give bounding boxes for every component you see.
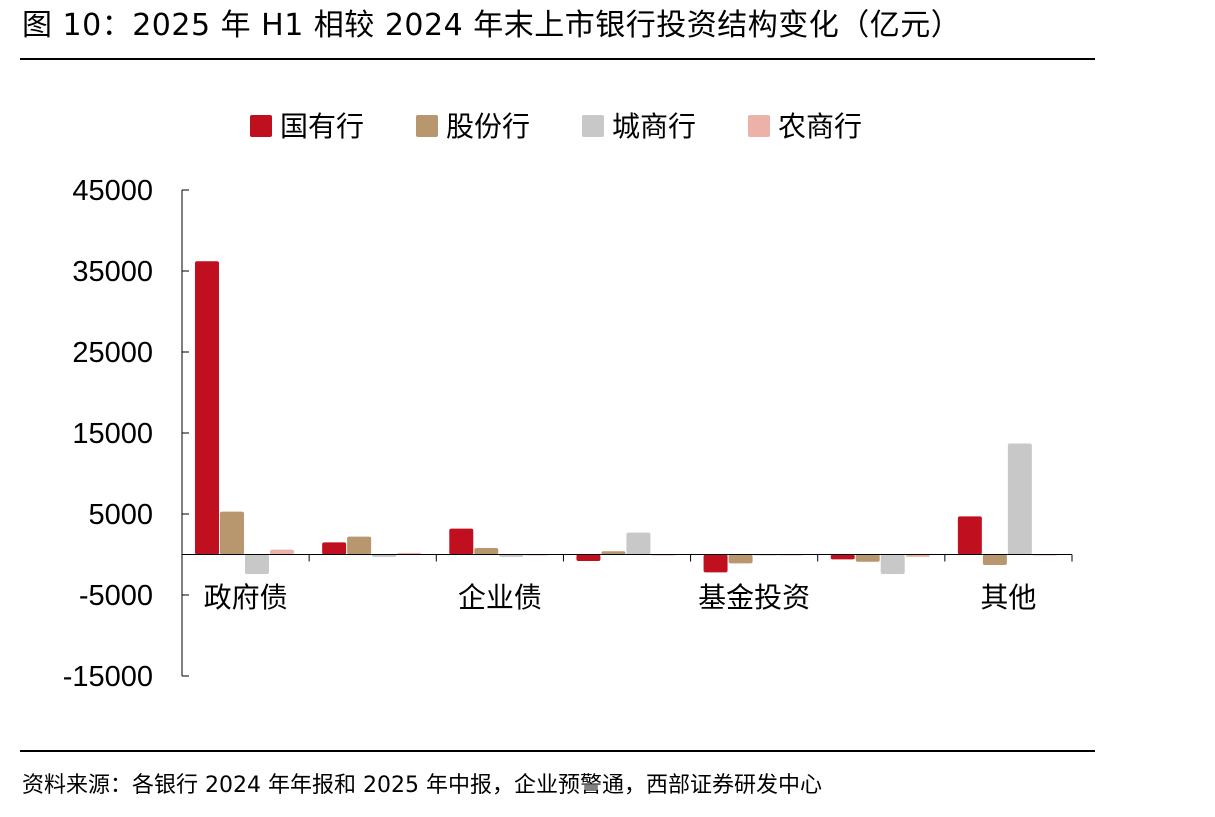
legend-label: 股份行 [446, 110, 530, 143]
y-tick-label: -15000 [63, 661, 153, 693]
y-tick-label: -5000 [79, 580, 153, 612]
x-category-label: 基金投资 [698, 581, 810, 614]
y-tick-label: 15000 [72, 418, 153, 450]
y-tick-label: 25000 [72, 337, 153, 369]
bar [957, 516, 982, 555]
y-tick-label: 45000 [72, 175, 153, 207]
legend-swatch [582, 115, 604, 137]
source-divider [20, 750, 1095, 752]
bar [474, 548, 499, 555]
x-category-label: 企业债 [458, 581, 542, 614]
legend-label: 城商行 [612, 110, 696, 143]
x-category-label: 政府债 [204, 581, 288, 614]
axes: 45000 35000 25000 15000 5000 -5000 -15000 政府债 企业… [63, 175, 1073, 693]
legend-swatch [416, 115, 438, 137]
bar [499, 554, 524, 557]
bar [322, 542, 347, 555]
legend-swatch [748, 115, 770, 137]
bar [372, 554, 397, 557]
legend: 国有行 股份行 城商行 农商行 [250, 110, 862, 143]
bar [728, 554, 753, 564]
bar [703, 554, 728, 573]
x-category-label: 其他 [980, 581, 1036, 614]
y-tick-label: 35000 [72, 256, 153, 288]
bar [270, 549, 294, 555]
bar [830, 554, 855, 560]
title-divider [20, 58, 1095, 60]
bar [880, 554, 905, 574]
chart-title: 图 10：2025 年 H1 相较 2024 年末上市银行投资结构变化（亿元） [22, 8, 962, 43]
bars [195, 261, 1057, 574]
source-note: 资料来源：各银行 2024 年年报和 2025 年中报，企业预警通，西部证券研发… [22, 773, 822, 798]
bar [347, 536, 372, 555]
bar [1007, 443, 1032, 555]
legend-swatch [250, 115, 272, 137]
bar [245, 554, 269, 574]
bar-chart: 国有行 股份行 城商行 农商行 45000 35000 25000 15000 5000 -50… [63, 110, 1073, 693]
bar [601, 551, 626, 555]
bar [576, 554, 601, 561]
bar [905, 554, 930, 557]
legend-label: 农商行 [778, 110, 862, 143]
bar [982, 554, 1007, 566]
bar [195, 261, 219, 555]
legend-label: 国有行 [280, 110, 364, 143]
bar [449, 528, 474, 555]
bar [220, 511, 244, 555]
bar [855, 554, 880, 562]
bar [626, 532, 651, 555]
y-tick-label: 5000 [88, 499, 153, 531]
